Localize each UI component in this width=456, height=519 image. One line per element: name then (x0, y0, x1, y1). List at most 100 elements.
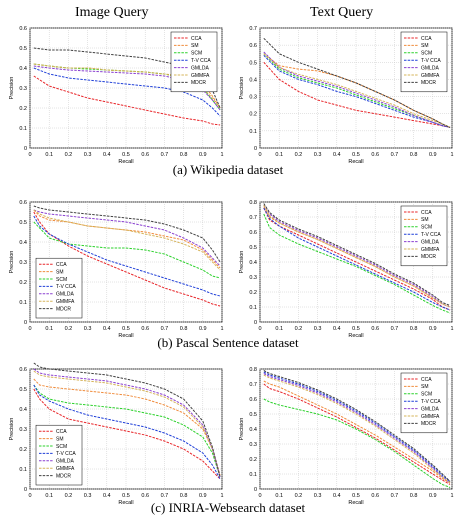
y-tick-label: 0.4 (249, 260, 257, 266)
series-line-gmlda (33, 368, 221, 478)
legend-label: GMMFA (421, 247, 440, 253)
legend-label: CCA (421, 36, 432, 42)
y-tick-label: 0.8 (249, 200, 257, 206)
x-axis-label: Recall (118, 159, 133, 165)
y-tick-label: 0.6 (249, 397, 257, 403)
y-tick-label: 0 (24, 320, 27, 326)
legend-label: SM (421, 217, 429, 223)
x-tick-label: 0.8 (410, 326, 418, 332)
y-tick-label: 0.5 (249, 60, 257, 66)
x-tick-label: 0.1 (45, 152, 53, 158)
series-line-gmlda (33, 209, 221, 267)
series-line-gmmfa (263, 374, 451, 484)
legend-label: CCA (56, 429, 67, 435)
y-axis-label: Precision (239, 418, 245, 441)
y-tick-label: 0 (24, 487, 27, 493)
legend-label: SM (421, 384, 429, 390)
y-tick-label: 0.5 (19, 387, 27, 393)
y-tick-label: 0.3 (19, 427, 27, 433)
x-tick-label: 0.7 (391, 326, 399, 332)
legend-label: GMMFA (56, 466, 75, 472)
legend-label: SCM (421, 51, 432, 57)
legend-label: GMLDA (421, 239, 439, 245)
series-line-mdcr (263, 370, 451, 482)
y-tick-label: 0.1 (19, 467, 27, 473)
x-tick-label: 0.4 (103, 152, 111, 158)
legend-box (400, 372, 448, 434)
legend-label: GMLDA (56, 459, 74, 465)
x-tick-label: 0.3 (314, 152, 322, 158)
legend-label: SM (56, 436, 64, 442)
legend-label: SM (421, 43, 429, 49)
y-tick-label: 0.6 (19, 200, 27, 206)
y-tick-label: 0.3 (249, 95, 257, 101)
y-tick-label: 0.3 (249, 275, 257, 281)
y-tick-label: 0.3 (249, 442, 257, 448)
series-line-scm (33, 384, 221, 478)
x-tick-label: 1 (450, 152, 453, 158)
legend-box (35, 257, 83, 319)
legend-label: GMMFA (421, 414, 440, 420)
y-tick-label: 0.4 (19, 240, 27, 246)
legend-label: SCM (56, 277, 67, 283)
x-axis-label: Recall (348, 500, 363, 506)
y-tick-label: 0.4 (19, 407, 27, 413)
series-line-mdcr (263, 203, 451, 306)
series-line-cca (33, 75, 221, 126)
legend-box (400, 31, 448, 93)
series-line-gmmfa (263, 53, 451, 128)
legend-label: SCM (421, 225, 432, 231)
x-tick-label: 0.6 (141, 152, 149, 158)
series-line-t-v-cca (33, 215, 221, 297)
x-tick-label: 0.8 (410, 493, 418, 499)
y-tick-label: 0.4 (249, 77, 257, 83)
legend-label: T-V CCA (421, 232, 441, 238)
x-tick-label: 0.6 (141, 493, 149, 499)
x-tick-label: 0.7 (161, 326, 169, 332)
y-tick-label: 0 (254, 487, 257, 493)
y-tick-label: 0.6 (249, 43, 257, 49)
series-line-t-v-cca (263, 207, 451, 311)
series-line-mdcr (263, 37, 451, 128)
y-tick-label: 0.6 (249, 230, 257, 236)
x-tick-label: 0.7 (391, 493, 399, 499)
x-tick-label: 0 (258, 152, 261, 158)
series-line-sm (263, 380, 451, 484)
series-line-cca (263, 383, 451, 485)
legend-label: SM (56, 269, 64, 275)
x-tick-label: 0.3 (84, 152, 92, 158)
series-line-cca (33, 388, 221, 480)
x-tick-label: 0.7 (391, 152, 399, 158)
x-tick-label: 0.1 (275, 326, 283, 332)
x-tick-label: 0 (28, 493, 31, 499)
x-tick-label: 0.2 (295, 326, 303, 332)
y-tick-label: 0.2 (19, 106, 27, 112)
x-tick-label: 0.6 (371, 493, 379, 499)
y-tick-label: 0.1 (249, 305, 257, 311)
x-tick-label: 0.5 (352, 326, 360, 332)
legend-label: SCM (56, 444, 67, 450)
legend-label: T-V CCA (421, 58, 441, 64)
column-title-left: Image Query (75, 5, 149, 20)
x-tick-label: 0.4 (103, 326, 111, 332)
legend-label: MDCR (56, 306, 71, 312)
series-line-t-v-cca (33, 67, 221, 117)
series-line-sm (33, 209, 221, 269)
legend-label: T-V CCA (56, 284, 76, 290)
x-tick-label: 0.4 (103, 493, 111, 499)
y-tick-label: 0.2 (19, 447, 27, 453)
x-tick-label: 0.7 (161, 493, 169, 499)
x-axis-label: Recall (118, 333, 133, 339)
y-axis-label: Precision (239, 77, 245, 100)
legend-label: T-V CCA (421, 399, 441, 405)
x-tick-label: 0.2 (295, 493, 303, 499)
legend-label: MDCR (421, 80, 436, 86)
legend-label: GMLDA (56, 292, 74, 298)
y-tick-label: 0.2 (249, 112, 257, 118)
x-tick-label: 0.9 (199, 493, 207, 499)
y-tick-label: 0 (254, 146, 257, 152)
x-tick-label: 0.6 (371, 326, 379, 332)
x-tick-label: 0.4 (333, 493, 341, 499)
series-line-scm (263, 398, 451, 488)
y-tick-label: 0.2 (19, 280, 27, 286)
